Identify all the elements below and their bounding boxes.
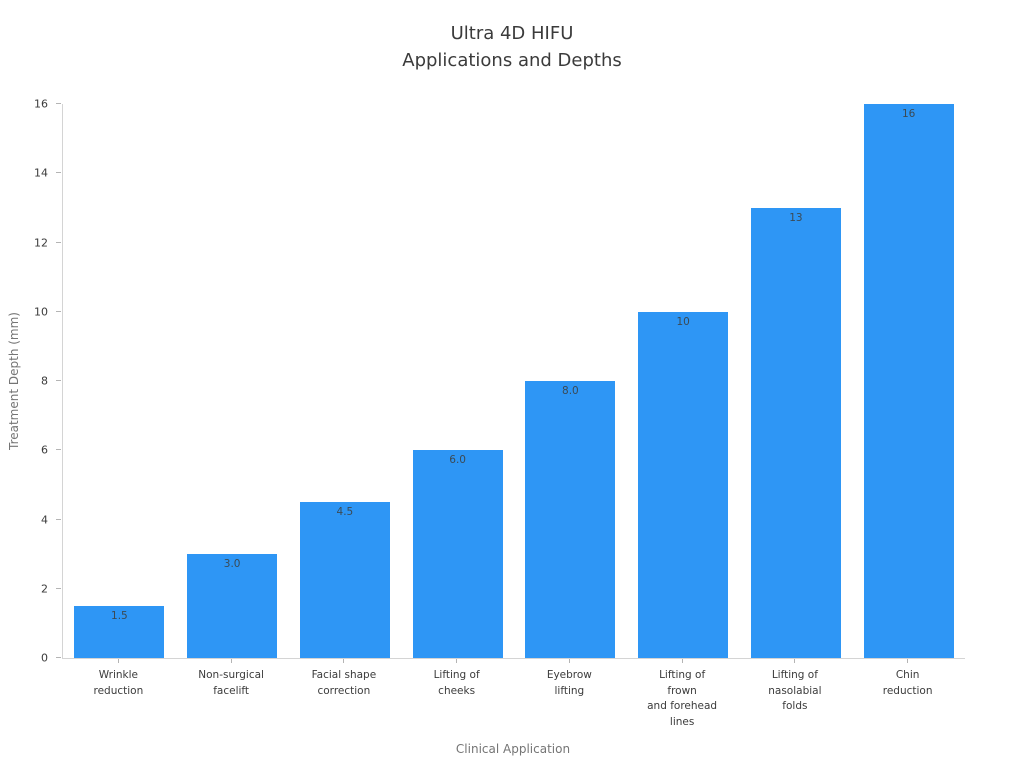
x-category-label: Lifting of frown and forehead lines xyxy=(647,669,718,728)
x-category-label: Lifting of nasolabial folds xyxy=(768,669,822,712)
y-tick-mark xyxy=(56,449,61,451)
y-tick-label: 2 xyxy=(41,582,48,596)
x-axis-ticks xyxy=(62,659,964,664)
bar-slot: 10 xyxy=(627,104,740,658)
bar-slot: 16 xyxy=(852,104,965,658)
x-category-label: Non-surgical facelift xyxy=(198,669,264,697)
y-tick-label: 4 xyxy=(41,513,48,526)
bar-value-label: 16 xyxy=(901,108,916,120)
bar-6[interactable]: 13 xyxy=(750,207,841,658)
x-tick-mark xyxy=(568,659,570,663)
bar-value-label: 3.0 xyxy=(223,558,241,571)
y-tick-mark xyxy=(56,518,61,520)
y-tick-mark xyxy=(56,310,61,312)
bar-value-label: 13 xyxy=(789,211,803,224)
y-tick-label: 12 xyxy=(34,236,48,249)
x-axis-category-labels: Wrinkle reduction Non-surgical facelift Fa… xyxy=(62,668,964,730)
bar-slot: 3.0 xyxy=(176,104,289,658)
x-category-label: Lifting of cheeks xyxy=(433,669,480,697)
bar-value-label: 10 xyxy=(676,315,690,328)
x-category-label: Wrinkle reduction xyxy=(93,669,144,697)
bar-value-label: 6.0 xyxy=(449,454,466,467)
bar-value-label: 8.0 xyxy=(562,385,579,397)
x-category-label: Chin reduction xyxy=(882,669,933,697)
y-tick-mark xyxy=(56,657,61,658)
y-tick-mark xyxy=(56,380,61,381)
y-tick-label: 16 xyxy=(34,97,48,111)
x-axis-title: Clinical Application xyxy=(455,742,571,756)
bar-slot: 4.5 xyxy=(289,104,402,658)
x-tick-mark xyxy=(794,659,796,663)
x-category-label: Facial shape correction xyxy=(311,669,377,697)
y-tick-label: 6 xyxy=(41,443,48,457)
x-tick-mark xyxy=(343,659,345,663)
bar-0[interactable]: 1.5 xyxy=(74,606,165,658)
y-tick-mark xyxy=(56,103,61,104)
bar-value-label: 1.5 xyxy=(111,610,128,623)
y-tick-label: 8 xyxy=(41,374,48,388)
bar-slot: 13 xyxy=(740,104,853,658)
bar-1[interactable]: 3.0 xyxy=(187,554,278,658)
y-tick-label: 0 xyxy=(41,651,48,665)
x-tick-mark xyxy=(117,659,119,663)
y-tick-mark xyxy=(56,172,61,174)
plot-area: 1.5 3.0 4.5 6.0 8.0 10 13 16 xyxy=(62,104,965,659)
bar-slot: 6.0 xyxy=(401,104,514,658)
y-tick-label: 14 xyxy=(34,166,48,180)
x-tick-mark xyxy=(907,659,909,663)
bar-value-label: 4.5 xyxy=(336,506,354,519)
y-tick-mark xyxy=(56,241,61,243)
bar-2[interactable]: 4.5 xyxy=(299,502,390,658)
x-tick-mark xyxy=(230,659,232,663)
bar-slot: 8.0 xyxy=(514,104,627,658)
x-tick-mark xyxy=(456,659,458,663)
x-tick-mark xyxy=(681,659,683,663)
chart-title: Ultra 4D HIFU Applications and Depths xyxy=(402,23,622,71)
x-category-label: Eyebrow lifting xyxy=(546,669,592,697)
bar-slot: 1.5 xyxy=(63,104,176,658)
bar-5[interactable]: 10 xyxy=(638,311,729,658)
bar-4[interactable]: 8.0 xyxy=(525,381,616,658)
y-tick-label: 10 xyxy=(34,305,48,319)
bar-7[interactable]: 16 xyxy=(863,104,954,658)
y-axis-ticks: 0 2 4 6 8 10 12 14 16 xyxy=(0,98,62,665)
y-tick-mark xyxy=(56,587,61,589)
bar-3[interactable]: 6.0 xyxy=(412,450,503,658)
